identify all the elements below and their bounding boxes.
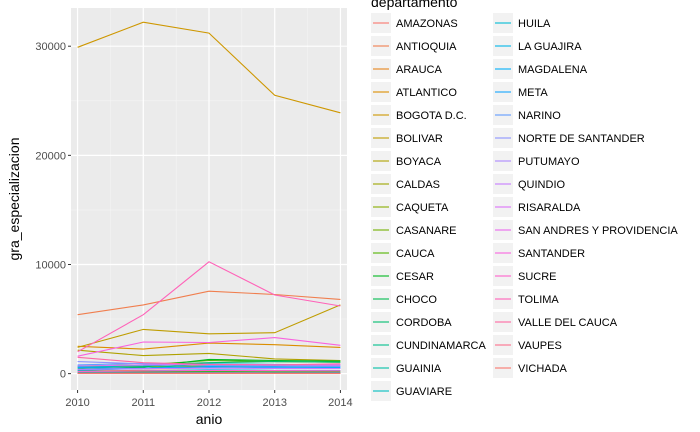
series-line bbox=[77, 337, 341, 357]
legend-label: AMAZONAS bbox=[396, 18, 458, 30]
legend-item: GUAVIARE bbox=[371, 381, 452, 401]
legend-label: NORTE DE SANTANDER bbox=[518, 133, 645, 145]
legend-label: VICHADA bbox=[518, 363, 568, 375]
legend-item: META bbox=[493, 82, 548, 102]
legend-item: BOYACA bbox=[371, 151, 442, 171]
x-axis: 2010 2011 2012 2013 2014 bbox=[65, 390, 353, 409]
legend-item: CUNDINAMARCA bbox=[371, 335, 487, 355]
legend-label: CAQUETA bbox=[396, 202, 449, 214]
x-tick-label: 2011 bbox=[131, 397, 155, 409]
legend-label: VALLE DEL CAUCA bbox=[518, 317, 618, 329]
legend-item: SUCRE bbox=[493, 266, 557, 286]
legend-item: PUTUMAYO bbox=[493, 151, 580, 171]
legend-label: META bbox=[518, 87, 548, 99]
legend-label: GUAINIA bbox=[396, 363, 442, 375]
legend-label: TOLIMA bbox=[518, 294, 559, 306]
legend-item: AMAZONAS bbox=[371, 13, 458, 33]
legend: AMAZONAS ANTIOQUIA ARAUCA ATLANTICO BOGOTA D… bbox=[371, 13, 678, 401]
legend-item: BOLIVAR bbox=[371, 128, 443, 148]
legend-label: RISARALDA bbox=[518, 202, 581, 214]
legend-label: CALDAS bbox=[396, 179, 440, 191]
x-tick-label: 2014 bbox=[328, 397, 352, 409]
legend-label: CESAR bbox=[396, 271, 434, 283]
legend-item: HUILA bbox=[493, 13, 551, 33]
legend-item: QUINDIO bbox=[493, 174, 566, 194]
legend-label: PUTUMAYO bbox=[518, 156, 580, 168]
series-lines bbox=[77, 21, 341, 375]
legend-item: SANTANDER bbox=[493, 243, 585, 263]
legend-label: ATLANTICO bbox=[396, 87, 457, 99]
series-line bbox=[77, 21, 341, 114]
legend-item: ATLANTICO bbox=[371, 82, 457, 102]
x-tick-label: 2012 bbox=[197, 397, 221, 409]
legend-item: NARINO bbox=[493, 105, 561, 125]
y-tick-label: 30000 bbox=[35, 41, 66, 53]
series-line bbox=[77, 304, 341, 348]
series-line bbox=[77, 369, 341, 372]
legend-item: CAQUETA bbox=[371, 197, 449, 217]
legend-item: CASANARE bbox=[371, 220, 457, 240]
legend-item: RISARALDA bbox=[493, 197, 581, 217]
legend-label: SUCRE bbox=[518, 271, 557, 283]
legend-item: CESAR bbox=[371, 266, 434, 286]
legend-label: BOYACA bbox=[396, 156, 442, 168]
legend-item: CORDOBA bbox=[371, 312, 452, 332]
x-tick-label: 2013 bbox=[262, 397, 286, 409]
legend-item: MAGDALENA bbox=[493, 59, 588, 79]
legend-item: SAN ANDRES Y PROVIDENCIA bbox=[493, 220, 678, 240]
legend-label: NARINO bbox=[518, 110, 561, 122]
legend-title: departamento bbox=[371, 0, 458, 10]
legend-label: ARAUCA bbox=[396, 64, 443, 76]
series-line bbox=[77, 356, 341, 366]
x-axis-title: anio bbox=[196, 411, 223, 427]
series-line bbox=[77, 367, 341, 370]
legend-label: CORDOBA bbox=[396, 317, 452, 329]
y-axis: 0 10000 20000 30000 bbox=[35, 41, 71, 381]
y-tick-label: 10000 bbox=[35, 259, 66, 271]
legend-item: NORTE DE SANTANDER bbox=[493, 128, 645, 148]
legend-item: BOGOTA D.C. bbox=[371, 105, 467, 125]
legend-label: CASANARE bbox=[396, 225, 457, 237]
legend-item: CAUCA bbox=[371, 243, 435, 263]
legend-label: SANTANDER bbox=[518, 248, 585, 260]
legend-item: VAUPES bbox=[493, 335, 562, 355]
legend-item: LA GUAJIRA bbox=[493, 36, 582, 56]
series-line bbox=[77, 365, 341, 369]
legend-label: QUINDIO bbox=[518, 179, 566, 191]
legend-label: ANTIOQUIA bbox=[396, 41, 457, 53]
y-tick-label: 0 bbox=[60, 369, 66, 381]
legend-item: TOLIMA bbox=[493, 289, 559, 309]
legend-item: CHOCO bbox=[371, 289, 437, 309]
legend-label: BOLIVAR bbox=[396, 133, 443, 145]
y-axis-title: gra_especializacion bbox=[6, 138, 22, 261]
legend-label: LA GUAJIRA bbox=[518, 41, 582, 53]
legend-label: CUNDINAMARCA bbox=[396, 340, 487, 352]
legend-item: VALLE DEL CAUCA bbox=[493, 312, 618, 332]
legend-label: VAUPES bbox=[518, 340, 562, 352]
legend-label: SAN ANDRES Y PROVIDENCIA bbox=[518, 225, 678, 237]
y-tick-label: 20000 bbox=[35, 150, 66, 162]
series-line bbox=[77, 261, 341, 353]
x-tick-label: 2010 bbox=[65, 397, 89, 409]
legend-label: BOGOTA D.C. bbox=[396, 110, 467, 122]
legend-label: CHOCO bbox=[396, 294, 437, 306]
legend-item: CALDAS bbox=[371, 174, 440, 194]
legend-item: GUAINIA bbox=[371, 358, 442, 378]
series-line bbox=[77, 349, 341, 362]
legend-label: MAGDALENA bbox=[518, 64, 588, 76]
legend-label: CAUCA bbox=[396, 248, 435, 260]
series-line bbox=[77, 342, 341, 350]
legend-label: HUILA bbox=[518, 18, 551, 30]
legend-label: GUAVIARE bbox=[396, 386, 452, 398]
legend-item: VICHADA bbox=[493, 358, 568, 378]
legend-item: ARAUCA bbox=[371, 59, 443, 79]
series-line bbox=[77, 290, 341, 316]
legend-item: ANTIOQUIA bbox=[371, 36, 457, 56]
